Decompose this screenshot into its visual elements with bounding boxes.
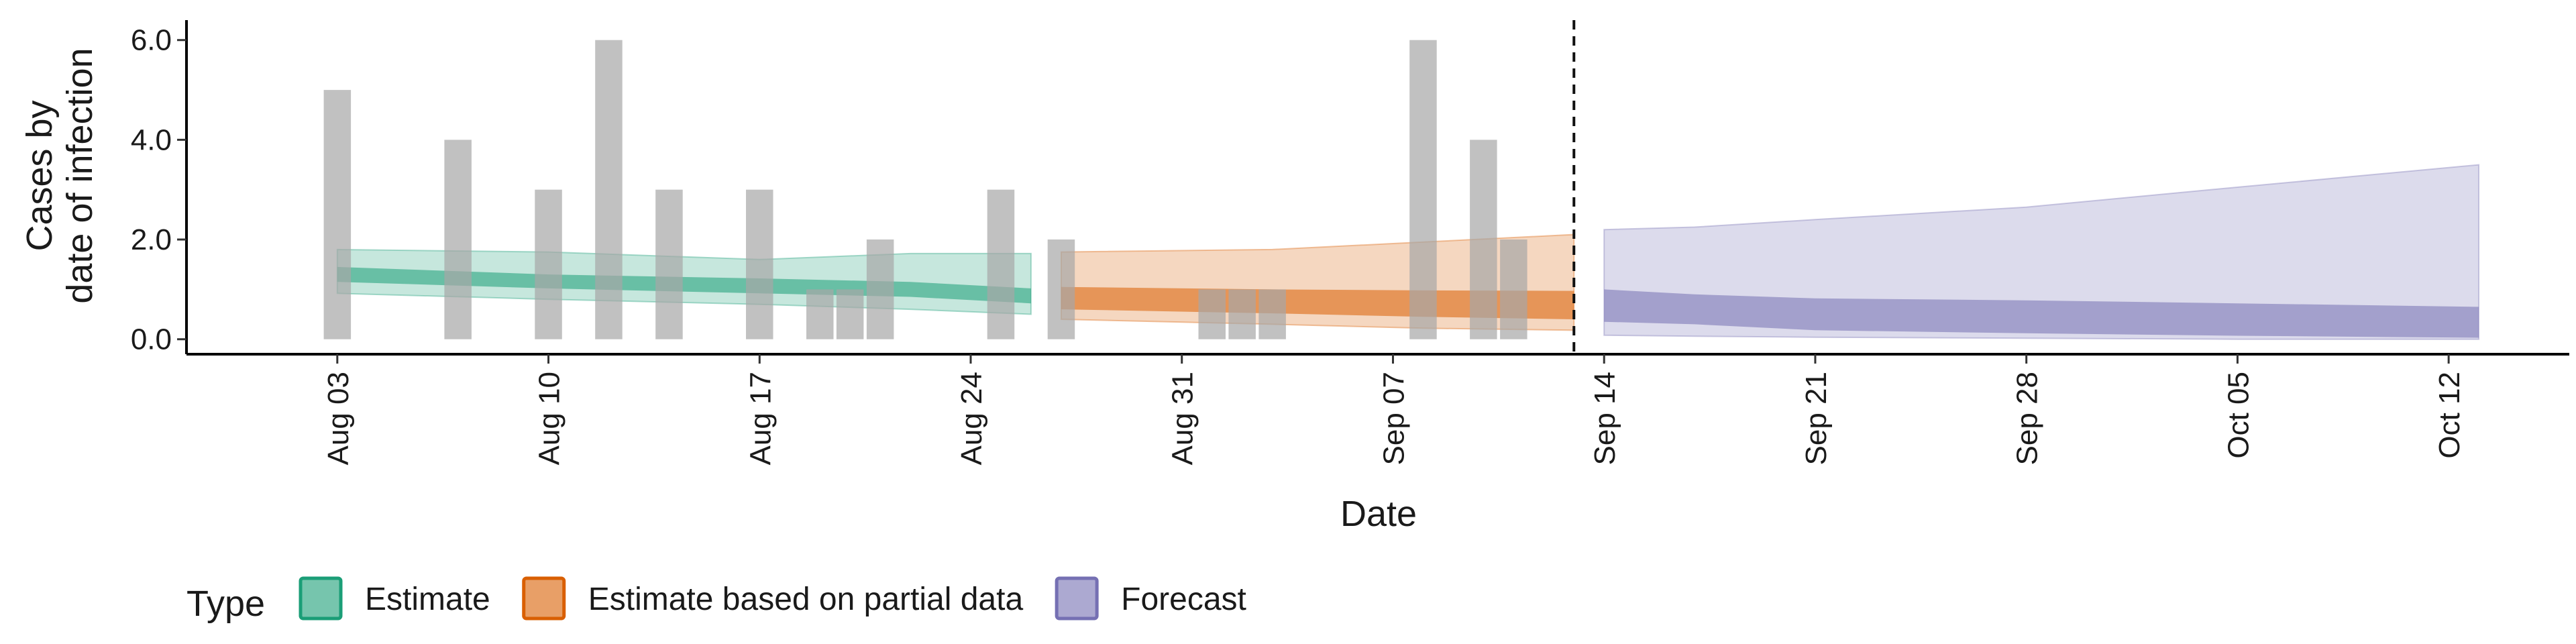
legend-swatch-3 bbox=[1055, 576, 1099, 621]
legend-label-3: Forecast bbox=[1121, 582, 1246, 617]
case-bar-7 bbox=[806, 289, 834, 339]
x-ticks-layer: Aug 03 Aug 10 Aug 17 Aug 24 Aug 31 Sep 07 Sep … bbox=[322, 354, 2466, 465]
y-tick-label-2: 2.0 bbox=[131, 223, 172, 256]
case-bar-12 bbox=[1198, 289, 1226, 339]
legend-item-3: Forecast bbox=[1055, 576, 1246, 621]
y-axis-title: Cases by date of infection bbox=[19, 48, 100, 303]
case-bar-8 bbox=[836, 289, 864, 339]
y-axis-title-line-1: Cases by bbox=[19, 100, 60, 251]
case-bar-9 bbox=[866, 239, 894, 339]
x-tick-label-2: Aug 10 bbox=[533, 372, 566, 465]
x-tick-label-3: Aug 17 bbox=[744, 372, 777, 465]
x-tick-label-5: Aug 31 bbox=[1167, 372, 1199, 465]
x-tick-label-1: Aug 03 bbox=[322, 372, 355, 465]
case-bar-6 bbox=[746, 189, 773, 339]
axes-layer bbox=[185, 20, 2569, 356]
legend-item-1: Estimate bbox=[299, 576, 490, 621]
case-bar-14 bbox=[1258, 289, 1286, 339]
y-tick-label-1: 0.0 bbox=[131, 323, 172, 356]
case-bar-10 bbox=[987, 189, 1015, 339]
case-bar-1 bbox=[323, 90, 352, 339]
legend: Type Estimate Estimate based on partial d… bbox=[186, 576, 1246, 624]
case-bar-2 bbox=[444, 140, 472, 339]
case-bar-3 bbox=[535, 189, 562, 339]
bars-layer bbox=[323, 40, 1527, 339]
y-axis-title-line-2: date of infection bbox=[60, 48, 100, 303]
legend-item-2: Estimate based on partial data bbox=[522, 576, 1024, 621]
y-tick-label-3: 4.0 bbox=[131, 123, 172, 156]
x-tick-label-4: Aug 24 bbox=[955, 372, 988, 465]
legend-items: Estimate Estimate based on partial data Fo… bbox=[299, 576, 1246, 621]
ribbon-50-3 bbox=[1604, 289, 2479, 338]
x-tick-label-6: Sep 07 bbox=[1378, 372, 1411, 465]
case-bar-11 bbox=[1047, 239, 1075, 339]
x-axis-title: Date bbox=[1340, 494, 1417, 534]
ribbons-layer bbox=[336, 164, 2480, 340]
case-bar-13 bbox=[1228, 289, 1256, 339]
legend-label-1: Estimate bbox=[365, 582, 490, 617]
ribbon-50-2 bbox=[1061, 286, 1574, 319]
case-bar-15 bbox=[1409, 40, 1437, 339]
legend-swatch-2 bbox=[522, 576, 566, 621]
x-tick-label-9: Sep 28 bbox=[2011, 372, 2044, 465]
case-bar-17 bbox=[1500, 239, 1527, 339]
x-tick-label-10: Oct 05 bbox=[2222, 372, 2255, 459]
y-ticks-layer: 0.0 2.0 4.0 6.0 bbox=[131, 24, 186, 356]
legend-title: Type bbox=[186, 584, 265, 624]
x-tick-label-8: Sep 21 bbox=[1800, 372, 1833, 465]
case-bar-16 bbox=[1470, 140, 1497, 339]
x-tick-label-7: Sep 14 bbox=[1589, 372, 1621, 465]
x-tick-label-11: Oct 12 bbox=[2433, 372, 2466, 459]
case-bar-5 bbox=[655, 189, 683, 339]
legend-swatch-1 bbox=[299, 576, 343, 621]
ribbon-90-3 bbox=[1603, 164, 2480, 340]
case-bar-4 bbox=[595, 40, 623, 339]
y-tick-label-4: 6.0 bbox=[131, 24, 172, 57]
legend-label-2: Estimate based on partial data bbox=[588, 582, 1024, 617]
